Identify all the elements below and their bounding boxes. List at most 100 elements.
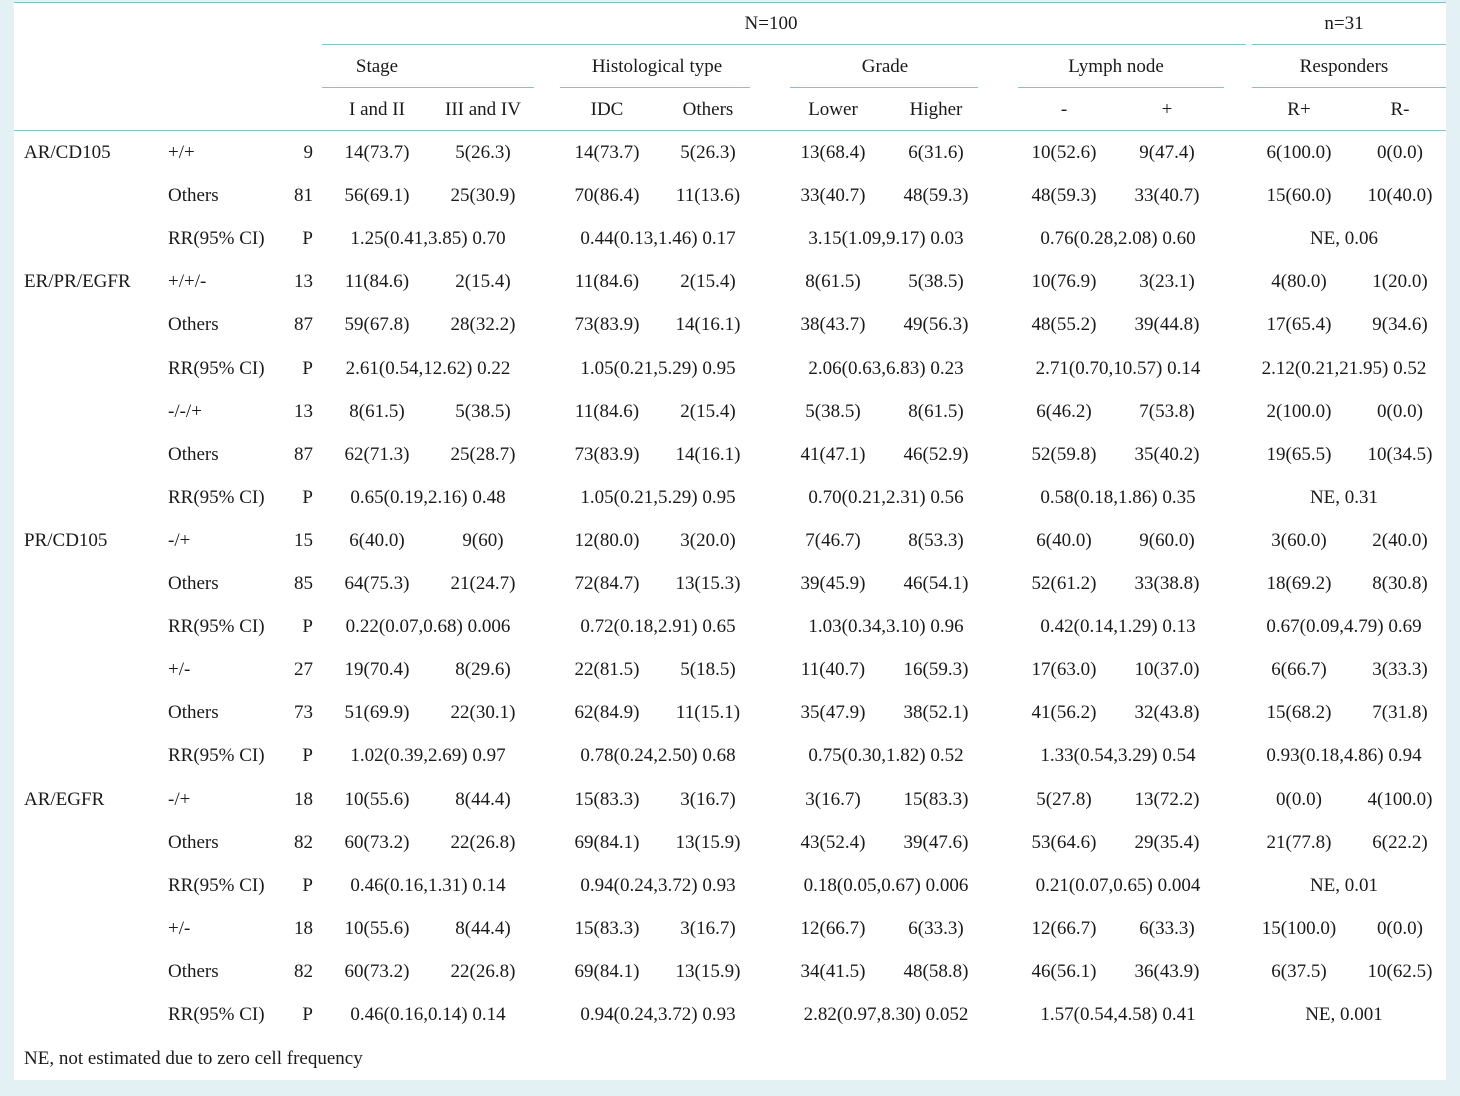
row-count: 81 <box>294 185 313 206</box>
table-cell-value: 12(66.7) <box>1031 918 1097 939</box>
table-cell-value: 46(56.1) <box>1031 961 1097 982</box>
table-cell-value: 15(68.2) <box>1266 702 1332 723</box>
table-cell-value: 11(40.7) <box>800 659 866 680</box>
rr-p-value: 0.46(0.16,1.31) 0.14 <box>350 875 506 896</box>
row-marker-label: AR/CD105 <box>24 142 111 163</box>
table-footnote: NE, not estimated due to zero cell frequ… <box>24 1048 363 1069</box>
row-category: -/+ <box>168 789 191 810</box>
table-cell-value: 5(18.5) <box>680 659 736 680</box>
table-cell-value: 48(55.2) <box>1031 314 1097 335</box>
table-cell-value: 25(30.9) <box>450 185 516 206</box>
table-cell-value: 9(60) <box>462 530 504 551</box>
table-cell-value: 7(46.7) <box>805 530 861 551</box>
row-count: 15 <box>294 530 313 551</box>
table-cell-value: 8(53.3) <box>908 530 964 551</box>
table-cell-value: 36(43.9) <box>1134 961 1200 982</box>
p-label: P <box>302 1004 313 1025</box>
rr-p-value: 2.12(0.21,21.95) 0.52 <box>1261 358 1427 379</box>
table-cell-value: 6(22.2) <box>1372 832 1428 853</box>
table-cell-value: 15(83.3) <box>574 789 640 810</box>
rr-p-value: 2.82(0.97,8.30) 0.052 <box>803 1004 969 1025</box>
header-bottom-rule <box>14 130 1446 131</box>
table-cell-value: 22(26.8) <box>450 832 516 853</box>
rr-p-value: 0.72(0.18,2.91) 0.65 <box>580 616 736 637</box>
table-cell-value: 39(45.9) <box>800 573 866 594</box>
table-cell-value: 6(66.7) <box>1271 659 1327 680</box>
table-cell-value: 2(15.4) <box>455 271 511 292</box>
row-count: 87 <box>294 444 313 465</box>
table-cell-value: 9(47.4) <box>1139 142 1195 163</box>
table-cell-value: 46(54.1) <box>903 573 969 594</box>
header-rule-histological-type <box>560 87 750 88</box>
header-group-histological-type: Histological type <box>591 56 723 77</box>
table-cell-value: 59(67.8) <box>344 314 410 335</box>
row-count: 85 <box>294 573 313 594</box>
table-cell-value: 52(59.8) <box>1031 444 1097 465</box>
table-cell-value: 39(44.8) <box>1134 314 1200 335</box>
table-cell-value: 34(41.5) <box>800 961 866 982</box>
header-rule-stage <box>322 87 534 88</box>
row-category: -/-/+ <box>168 401 202 422</box>
rr-p-value: 0.78(0.24,2.50) 0.68 <box>580 745 736 766</box>
table-cell-value: 69(84.1) <box>574 832 640 853</box>
table-cell-value: 8(61.5) <box>805 271 861 292</box>
table-cell-value: 0(0.0) <box>1377 918 1423 939</box>
table-cell-value: 12(66.7) <box>800 918 866 939</box>
rr-p-value: 1.03(0.34,3.10) 0.96 <box>808 616 964 637</box>
table-cell-value: 5(38.5) <box>805 401 861 422</box>
rr-p-value: NE, 0.001 <box>1305 1004 1383 1025</box>
rr-p-value: 0.58(0.18,1.86) 0.35 <box>1040 487 1196 508</box>
rr-p-value: 1.05(0.21,5.29) 0.95 <box>580 358 736 379</box>
table-cell-value: 22(81.5) <box>574 659 640 680</box>
table-cell-value: 13(15.9) <box>675 832 741 853</box>
table-cell-value: 14(73.7) <box>574 142 640 163</box>
table-cell-value: 22(30.1) <box>450 702 516 723</box>
row-category: Others <box>168 185 219 206</box>
table-cell-value: 73(83.9) <box>574 314 640 335</box>
table-cell-value: 33(38.8) <box>1134 573 1200 594</box>
p-label: P <box>302 358 313 379</box>
row-count: 27 <box>294 659 313 680</box>
table-cell-value: 56(69.1) <box>344 185 410 206</box>
row-category: +/- <box>168 659 191 680</box>
row-count: 73 <box>294 702 313 723</box>
table-cell-value: 6(40.0) <box>349 530 405 551</box>
row-count: 13 <box>294 401 313 422</box>
table-cell-value: 29(35.4) <box>1134 832 1200 853</box>
p-label: P <box>302 228 313 249</box>
table-cell-value: 10(34.5) <box>1367 444 1433 465</box>
table-cell-value: 11(84.6) <box>344 271 410 292</box>
table-cell-value: 8(44.4) <box>455 789 511 810</box>
table-cell-value: 21(77.8) <box>1266 832 1332 853</box>
table-cell-value: 51(69.9) <box>344 702 410 723</box>
table-cell-value: 11(15.1) <box>675 702 741 723</box>
row-category: +/+ <box>168 142 195 163</box>
row-category: +/- <box>168 918 191 939</box>
rr-label: RR(95% CI) <box>168 1004 265 1025</box>
header-rule-grade <box>790 87 978 88</box>
rr-p-value: 2.71(0.70,10.57) 0.14 <box>1035 358 1201 379</box>
table-cell-value: 5(38.5) <box>908 271 964 292</box>
table-cell-value: 6(100.0) <box>1266 142 1332 163</box>
p-label: P <box>302 745 313 766</box>
row-category: Others <box>168 314 219 335</box>
table-cell-value: 2(15.4) <box>680 271 736 292</box>
table-cell-value: 5(26.3) <box>680 142 736 163</box>
table-cell-value: 15(100.0) <box>1261 918 1337 939</box>
table-cell-value: 10(40.0) <box>1367 185 1433 206</box>
table-cell-value: 6(37.5) <box>1271 961 1327 982</box>
rr-p-value: 0.94(0.24,3.72) 0.93 <box>580 875 736 896</box>
table-cell-value: 13(15.3) <box>675 573 741 594</box>
rr-p-value: 0.70(0.21,2.31) 0.56 <box>808 487 964 508</box>
table-cell-value: 11(84.6) <box>574 271 640 292</box>
table-cell-value: 38(52.1) <box>903 702 969 723</box>
table-cell-value: 73(83.9) <box>574 444 640 465</box>
rr-label: RR(95% CI) <box>168 358 265 379</box>
rr-p-value: NE, 0.06 <box>1309 228 1379 249</box>
header-sub-histology-others: Others <box>682 99 734 120</box>
table-cell-value: 4(100.0) <box>1367 789 1433 810</box>
table-cell-value: 25(28.7) <box>450 444 516 465</box>
table-cell-value: 14(73.7) <box>344 142 410 163</box>
table-cell-value: 33(40.7) <box>1134 185 1200 206</box>
table-cell-value: 3(16.7) <box>805 789 861 810</box>
